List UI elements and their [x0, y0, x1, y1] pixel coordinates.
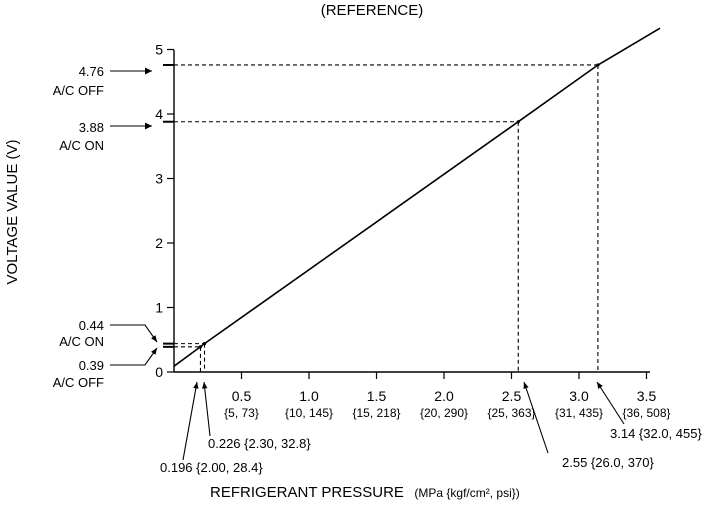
y-callout-value: 4.76 [79, 64, 104, 79]
x-tick-sublabel: {36, 508} [622, 406, 670, 420]
x-callout-leader [203, 381, 211, 437]
series-line [173, 27, 661, 367]
y-tick-label: 3 [155, 171, 163, 187]
x-callout-leader [596, 381, 625, 425]
x-axis-label: REFRIGERANT PRESSURE (MPa {kgf/cm², psi}… [210, 484, 520, 501]
x-callout-arrow [202, 382, 208, 389]
y-callout-state: A/C ON [59, 138, 104, 153]
y-callout-arrow [151, 348, 157, 355]
x-callout-text: 3.14 {32.0, 455} [610, 426, 702, 441]
x-callout-text: 2.55 {26.0, 370} [562, 455, 654, 470]
x-tick-sublabel: {10, 145} [285, 406, 333, 420]
y-callout-state: A/C OFF [53, 83, 104, 98]
x-callout-arrow [523, 382, 529, 389]
series-group [173, 27, 661, 367]
y-callout-arrow [145, 67, 152, 75]
y-tick-label: 4 [155, 106, 163, 122]
y-callout-value: 3.88 [79, 120, 104, 135]
y-callout-state: A/C ON [59, 334, 104, 349]
y-callout-value: 0.44 [79, 318, 104, 333]
x-tick-label: 1.5 [367, 388, 387, 404]
x-tick-label: 3.0 [569, 388, 589, 404]
x-axis-ticks: 0.5 {5, 73} 1.0 {10, 145} 1.5 {15, 218} 2.0 {20… [224, 372, 671, 420]
y-callout-leader [110, 347, 158, 366]
x-callout-text: 0.196 {2.00, 28.4} [160, 460, 263, 475]
reference-guide-lines [174, 63, 600, 372]
x-tick-sublabel: {25, 363} [487, 406, 535, 420]
x-tick-label: 3.5 [637, 388, 657, 404]
x-tick-sublabel: {15, 218} [352, 406, 400, 420]
x-tick-sublabel: {5, 73} [224, 406, 259, 420]
x-callout-arrow [597, 382, 603, 389]
chart-title: (REFERENCE) [321, 2, 424, 19]
y-tick-label: 5 [155, 42, 163, 58]
x-tick-label: 2.0 [434, 388, 454, 404]
x-axis-label-units: (MPa {kgf/cm², psi}) [414, 486, 519, 500]
y-tick-label: 1 [155, 300, 163, 316]
x-tick-label: 0.5 [232, 388, 252, 404]
y-callout-state: A/C OFF [53, 375, 104, 390]
y-callout-arrow [151, 335, 157, 342]
y-callout-value: 0.39 [79, 358, 104, 373]
x-tick-sublabel: {20, 290} [420, 406, 468, 420]
x-callout-arrow [193, 382, 199, 389]
x-tick-label: 2.5 [502, 388, 522, 404]
y-callout-arrow [145, 122, 152, 130]
y-tick-label: 0 [155, 364, 163, 380]
x-tick-sublabel: {31, 435} [555, 406, 603, 420]
x-axis-label-main: REFRIGERANT PRESSURE [210, 484, 404, 501]
y-tick-label: 2 [155, 235, 163, 251]
x-callout-text: 0.226 {2.30, 32.8} [208, 436, 311, 451]
y-axis-ticks: 0 1 2 3 4 5 [155, 42, 174, 380]
x-callout-leader [523, 381, 549, 454]
y-axis-label: VOLTAGE VALUE (V) [4, 139, 21, 284]
x-callout-leader [182, 381, 198, 461]
y-callout-leader [110, 324, 158, 343]
x-tick-label: 1.0 [299, 388, 319, 404]
